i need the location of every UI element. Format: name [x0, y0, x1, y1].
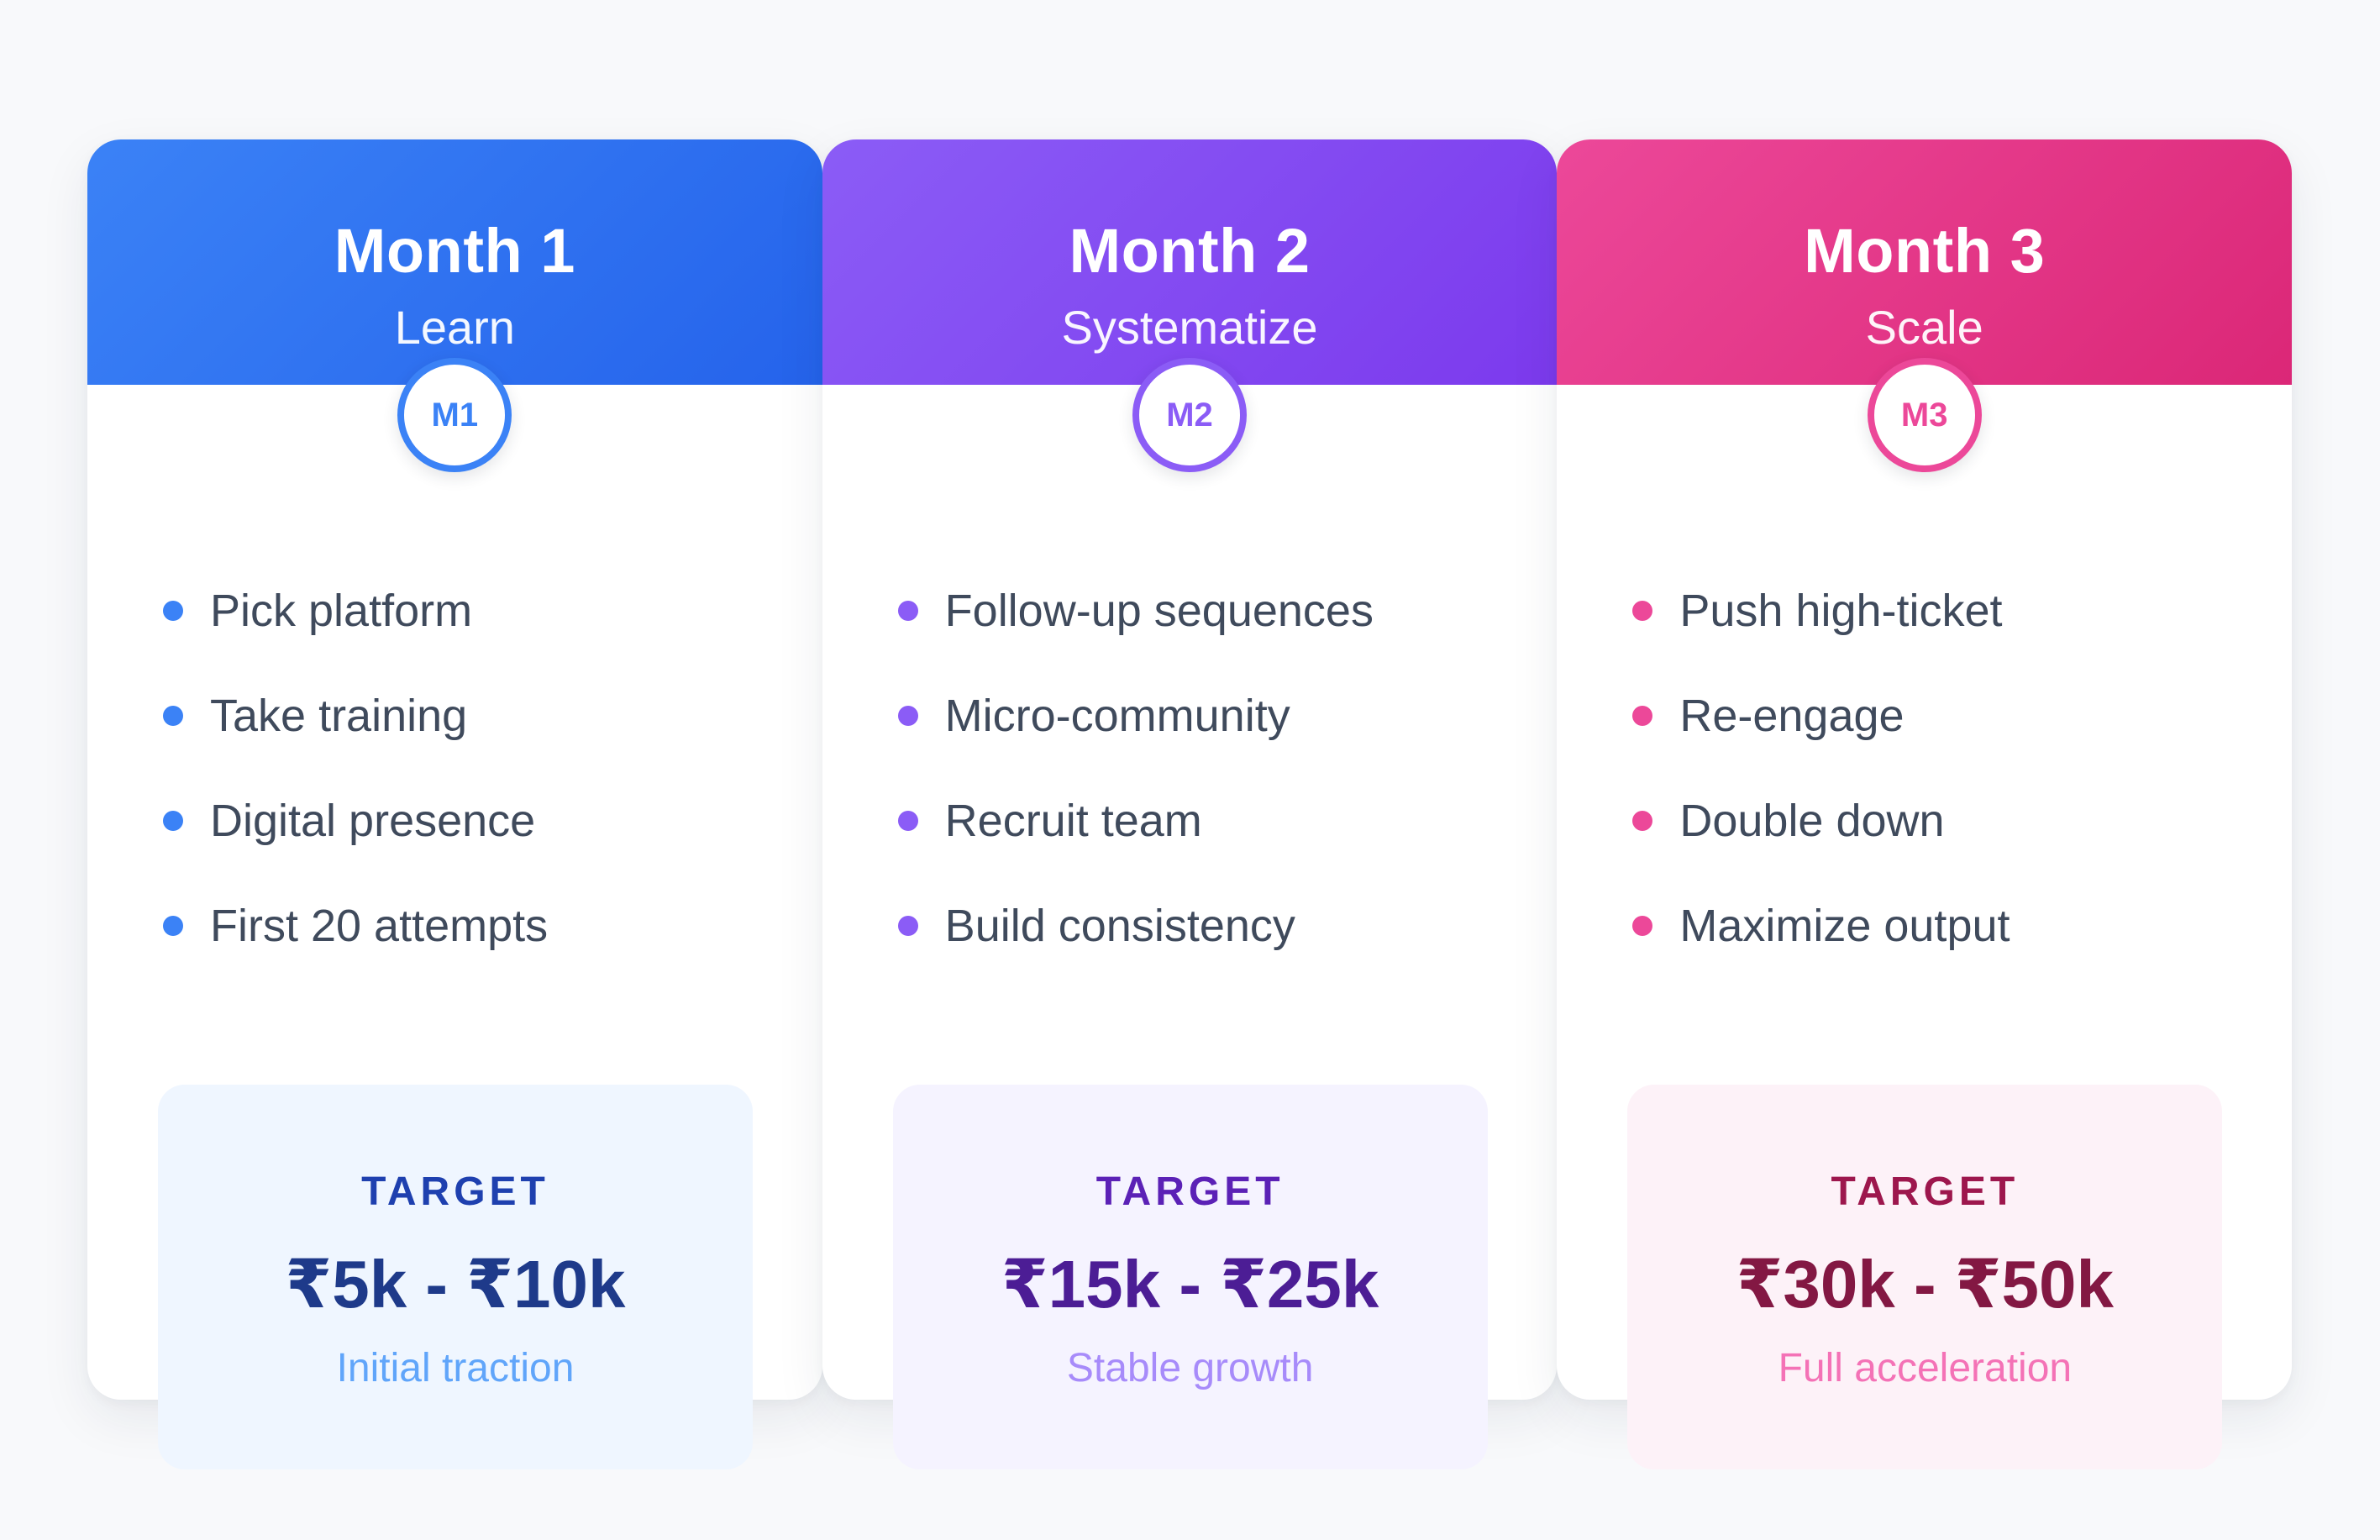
task-label: Re-engage — [1679, 690, 1905, 741]
bullet-dot-icon — [163, 600, 183, 621]
target-value: ₹30k - ₹50k — [1736, 1247, 2115, 1322]
task-label: Digital presence — [210, 795, 536, 846]
bullet-dot-icon — [1632, 600, 1653, 621]
task-item: Build consistency — [897, 873, 1374, 978]
task-label: Recruit team — [944, 795, 1202, 846]
task-item: Maximize output — [1632, 873, 2010, 978]
task-label: Take training — [210, 690, 468, 741]
target-note: Initial traction — [336, 1346, 575, 1390]
month-title: Month 1 — [334, 216, 575, 286]
bullet-dot-icon — [1632, 705, 1653, 726]
task-item: Double down — [1632, 768, 2010, 873]
task-item: Follow-up sequences — [897, 558, 1374, 663]
target-box: TARGET ₹5k - ₹10k Initial traction — [158, 1085, 753, 1469]
task-label: Follow-up sequences — [944, 585, 1374, 636]
task-list: Pick platform Take training Digital pres… — [163, 588, 548, 1030]
month-card-1: Month 1 Learn M1 Pick platform Take trai… — [87, 139, 822, 1469]
task-label: First 20 attempts — [210, 900, 549, 951]
bullet-dot-icon — [163, 810, 183, 831]
target-value: ₹5k - ₹10k — [285, 1247, 626, 1322]
target-label: TARGET — [1831, 1169, 2020, 1214]
bullet-dot-icon — [1632, 810, 1653, 831]
bullet-dot-icon — [897, 810, 918, 831]
month-title: Month 3 — [1804, 216, 2046, 286]
task-item: Digital presence — [163, 768, 548, 873]
target-label: TARGET — [361, 1169, 549, 1214]
bullet-dot-icon — [897, 705, 918, 726]
task-label: Push high-ticket — [1679, 585, 2003, 636]
task-list: Follow-up sequences Micro-community Recr… — [897, 588, 1374, 1030]
month-card-3: Month 3 Scale M3 Push high-ticket Re-eng… — [1557, 139, 2293, 1469]
task-item: Re-engage — [1632, 663, 2010, 768]
month-badge: M1 — [397, 358, 512, 472]
month-title: Month 2 — [1069, 216, 1311, 286]
target-label: TARGET — [1095, 1169, 1285, 1214]
target-box: TARGET ₹30k - ₹50k Full acceleration — [1627, 1085, 2223, 1469]
month-header: Month 2 Systematize — [822, 139, 1558, 385]
task-item: Micro-community — [897, 663, 1374, 768]
task-item: Take training — [163, 663, 548, 768]
bullet-dot-icon — [897, 600, 918, 621]
target-note: Full acceleration — [1778, 1346, 2073, 1390]
month-header: Month 1 Learn — [87, 139, 822, 385]
month-subtitle: Learn — [394, 301, 515, 354]
task-label: Micro-community — [944, 690, 1290, 741]
bullet-dot-icon — [163, 705, 183, 726]
task-item: Push high-ticket — [1632, 558, 2010, 663]
month-subtitle: Systematize — [1061, 301, 1318, 354]
task-label: Double down — [1679, 795, 1945, 846]
bullet-dot-icon — [897, 915, 918, 936]
month-badge: M2 — [1132, 358, 1247, 472]
task-list: Push high-ticket Re-engage Double down M… — [1632, 588, 2010, 1030]
task-label: Build consistency — [944, 900, 1295, 951]
target-note: Stable growth — [1066, 1346, 1314, 1390]
bullet-dot-icon — [1632, 915, 1653, 936]
month-badge: M3 — [1867, 358, 1982, 472]
roadmap-board: Month 1 Learn M1 Pick platform Take trai… — [87, 139, 2293, 1469]
month-card-2: Month 2 Systematize M2 Follow-up sequenc… — [822, 139, 1558, 1469]
target-value: ₹15k - ₹25k — [1001, 1247, 1379, 1322]
task-item: Pick platform — [163, 558, 548, 663]
target-box: TARGET ₹15k - ₹25k Stable growth — [892, 1085, 1488, 1469]
month-header: Month 3 Scale — [1557, 139, 2293, 385]
month-subtitle: Scale — [1865, 301, 1983, 354]
task-item: Recruit team — [897, 768, 1374, 873]
task-label: Maximize output — [1679, 900, 2010, 951]
bullet-dot-icon — [163, 915, 183, 936]
task-item: First 20 attempts — [163, 873, 548, 978]
task-label: Pick platform — [210, 585, 473, 636]
